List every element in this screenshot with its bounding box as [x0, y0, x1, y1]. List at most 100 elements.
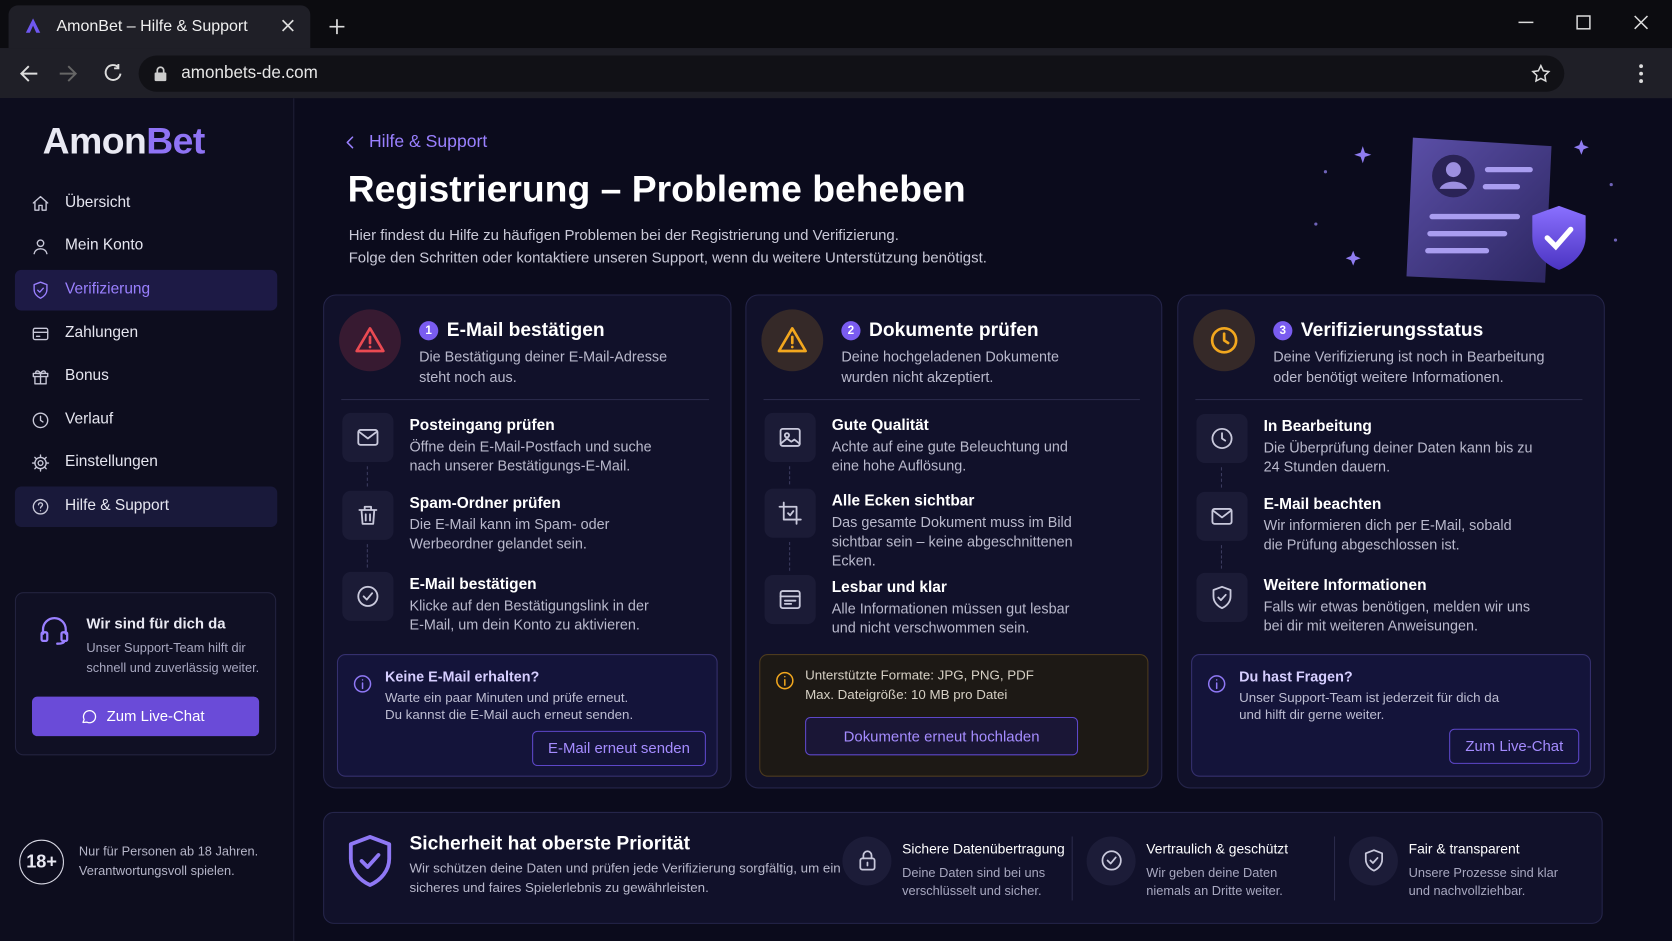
icon-shape	[346, 136, 354, 149]
nav-item[interactable]: Verifizierung	[14, 269, 278, 311]
tab-close[interactable]	[280, 18, 295, 33]
live-chat-button[interactable]: Zum Live-Chat	[31, 696, 260, 737]
trash-icon	[358, 505, 378, 525]
icon-shape	[37, 460, 44, 467]
nav-item[interactable]: Hilfe & Support	[14, 486, 278, 528]
item-text: Achte auf eine gute Beleuchtung und	[831, 438, 1068, 455]
tab-favicon	[25, 18, 41, 33]
age-text: Verantwortungsvoll spielen.	[78, 863, 235, 879]
notice-text: und hilft dir gerne weiter.	[1239, 707, 1385, 723]
shield-icon	[1364, 849, 1384, 872]
icon-shape	[353, 675, 372, 693]
age-badge: 18+	[19, 839, 64, 885]
new-tab[interactable]	[328, 18, 345, 35]
shield-icon	[348, 835, 392, 887]
item-text: Werbeordner gelandet sein.	[409, 535, 587, 552]
icon-shape	[1212, 509, 1232, 519]
icon-shape	[37, 502, 44, 512]
nav-buttons[interactable]	[17, 62, 134, 85]
help-icon	[32, 498, 49, 515]
tab-title[interactable]: AmonBet – Hilfe & Support	[56, 17, 248, 36]
active-tab[interactable]	[8, 5, 311, 49]
icon-shape	[1369, 857, 1379, 864]
icon-shape	[1210, 327, 1238, 354]
nav-label: Hilfe & Support	[65, 497, 170, 515]
feature-icon	[1086, 836, 1136, 886]
address-bar[interactable]	[138, 55, 1565, 92]
check-icon	[1101, 850, 1122, 871]
item-icon-box	[764, 575, 816, 625]
gear-icon	[31, 454, 50, 473]
notice-text: Unser Support-Team ist jederzeit für dic…	[1239, 690, 1500, 706]
icon-shape	[362, 592, 374, 601]
item-text: Alle Informationen müssen gut lesbar	[831, 600, 1070, 617]
nav-item[interactable]: Bonus	[15, 357, 277, 398]
item-title: Alle Ecken sichtbar	[831, 492, 975, 510]
notice-button[interactable]: Zum Live-Chat	[1449, 728, 1580, 764]
logo[interactable]: AmonBet	[43, 121, 206, 164]
divider	[763, 399, 1140, 401]
nav-label: Zahlungen	[65, 323, 139, 341]
connector	[789, 541, 791, 571]
gift-icon	[32, 370, 49, 385]
lock-icon	[154, 66, 167, 82]
notice-button[interactable]: E-Mail erneut senden	[532, 730, 706, 767]
notice-text: Warte ein paar Minuten und prüfe erneut.	[384, 690, 629, 706]
step-number: 3	[1273, 321, 1293, 341]
item-text: eine hohe Auflösung.	[831, 457, 967, 474]
feature-title: Fair & transparent	[1408, 840, 1520, 857]
nav-item[interactable]: Zahlungen	[15, 313, 277, 354]
icon-shape	[39, 415, 44, 423]
hero-illustration	[1314, 137, 1618, 283]
bookmark-star[interactable]	[1530, 63, 1551, 84]
nav-item[interactable]: Mein Konto	[15, 227, 277, 268]
icon-shape	[34, 457, 47, 470]
item-text: die Prüfung abgeschlossen ist.	[1263, 536, 1460, 553]
clock-icon	[1211, 427, 1233, 450]
card-description: Die Bestätigung deiner E-Mail-Adresse	[419, 348, 668, 365]
icon-shape	[1221, 432, 1227, 442]
card-description: steht noch aus.	[419, 369, 517, 386]
icon-shape	[34, 370, 47, 385]
mail-icon	[1211, 508, 1233, 525]
icon-shape	[779, 437, 801, 445]
item-text: nach unserer Bestätigungs-E-Mail.	[409, 457, 631, 474]
window-controls[interactable]	[1518, 15, 1657, 32]
icon-shape	[859, 857, 876, 871]
security-title: Sicherheit hat oberste Priorität	[409, 832, 690, 854]
support-text: schnell und zuverlässig weiter.	[86, 660, 260, 676]
browser-menu[interactable]	[1637, 63, 1646, 84]
feature-text: verschlüsselt und sicher.	[902, 883, 1042, 899]
breadcrumb[interactable]: Hilfe & Support	[368, 132, 488, 152]
url[interactable]: amonbets-de.com	[181, 64, 318, 83]
nav-item[interactable]: Einstellungen	[15, 443, 277, 484]
card-status-icon	[1193, 309, 1256, 372]
icon-shape	[32, 331, 49, 337]
icon-shape	[1217, 593, 1227, 602]
security-box: Sicherheit hat oberste Priorität Wir schü…	[323, 811, 1603, 924]
nav-label: Verlauf	[65, 410, 114, 428]
icon-shape	[1101, 850, 1122, 871]
item-title: Posteingang prüfen	[409, 417, 555, 435]
warn-icon	[777, 327, 807, 353]
notice-title: Keine E-Mail erhalten?	[384, 668, 540, 685]
connector	[789, 466, 791, 485]
nav-item[interactable]: Übersicht	[15, 183, 277, 224]
lock-icon	[859, 850, 876, 871]
notice-box: Du hast Fragen? Unser Support-Team ist je…	[1191, 654, 1591, 777]
connector	[1220, 545, 1223, 569]
card: 1 E-Mail bestätigen Die Bestätigung deiner…	[323, 294, 732, 789]
check-icon	[357, 585, 379, 607]
nav-label: Mein Konto	[65, 237, 144, 255]
notice-box: Unterstützte Formate: JPG, PNG, PDF Max. …	[759, 654, 1149, 777]
connector	[366, 466, 368, 487]
nav-item[interactable]: Verlauf	[15, 400, 277, 441]
card: 2 Dokumente prüfen Deine hochgeladenen Dok…	[745, 294, 1163, 789]
card-icon	[32, 327, 49, 340]
card-title: E-Mail bestätigen	[446, 319, 605, 341]
item-title: Weitere Informationen	[1263, 577, 1427, 595]
notice-button[interactable]: Dokumente erneut hochladen	[805, 716, 1079, 756]
